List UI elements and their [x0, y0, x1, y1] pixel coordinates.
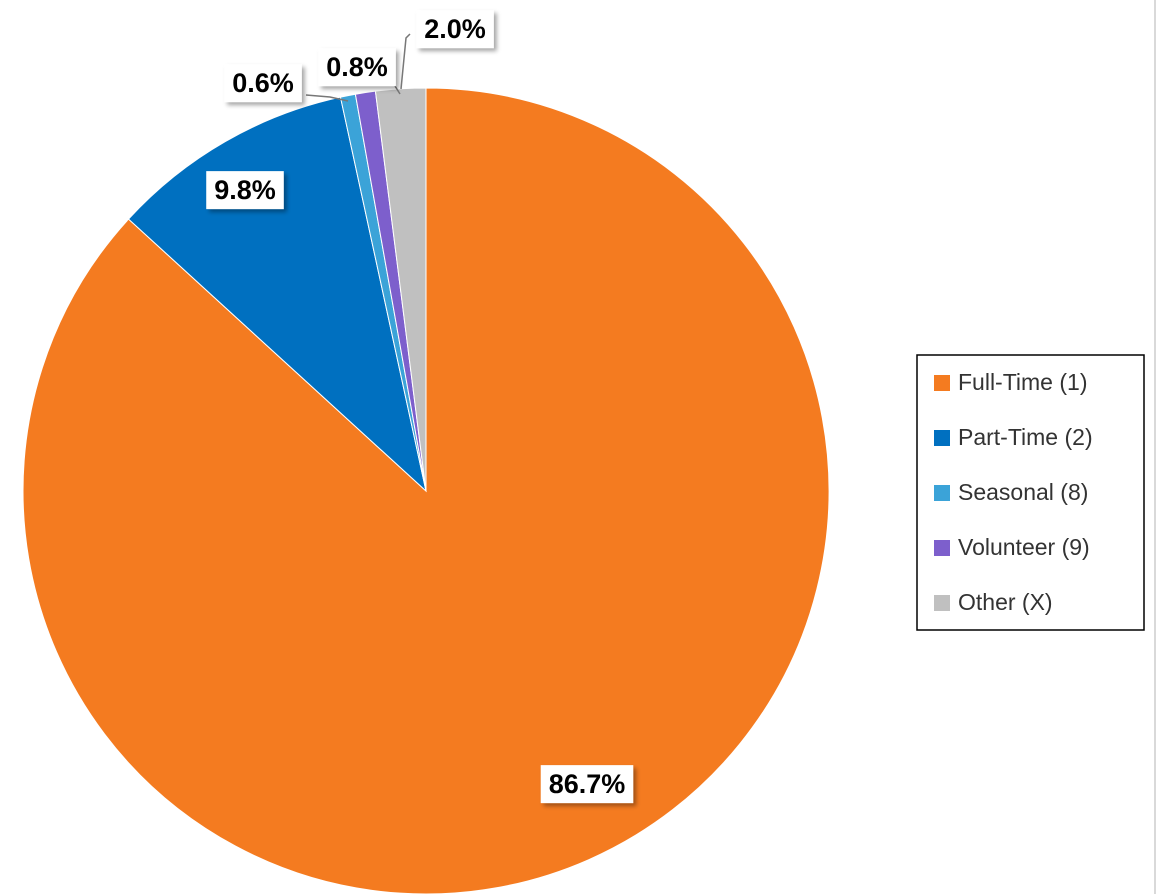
- data-label: 2.0%: [424, 14, 486, 44]
- data-label: 0.8%: [326, 52, 388, 82]
- legend-box: [916, 354, 1145, 631]
- data-label: 86.7%: [549, 769, 626, 799]
- data-label: 0.6%: [232, 68, 294, 98]
- legend-swatch: [934, 375, 950, 391]
- data-label-box: [224, 64, 302, 103]
- legend-label: Full-Time (1): [958, 369, 1087, 395]
- leader-line: [400, 33, 411, 90]
- legend-swatch: [934, 595, 950, 611]
- data-label-box: [416, 10, 494, 49]
- pie: [22, 87, 830, 894]
- data-labels: 86.7% 9.8% 0.6% 0.8% 2.0%: [206, 10, 634, 804]
- data-label-box: [540, 765, 634, 804]
- legend-label: Part-Time (2): [958, 424, 1093, 450]
- leader-line: [394, 85, 401, 95]
- slice: [127, 96, 427, 493]
- data-label-box: [318, 48, 396, 87]
- legend-swatch: [934, 540, 950, 556]
- legend-label: Seasonal (8): [958, 479, 1088, 505]
- leader-line: [305, 94, 349, 102]
- legend-swatch: [934, 485, 950, 501]
- legend: Full-Time (1) Part-Time (2) Seasonal (8) Vo…: [934, 369, 1093, 615]
- legend-label: Other (X): [958, 589, 1053, 615]
- data-label: 9.8%: [214, 175, 276, 205]
- data-label-box: [206, 171, 284, 210]
- legend-swatch: [934, 430, 950, 446]
- legend-label: Volunteer (9): [958, 534, 1090, 560]
